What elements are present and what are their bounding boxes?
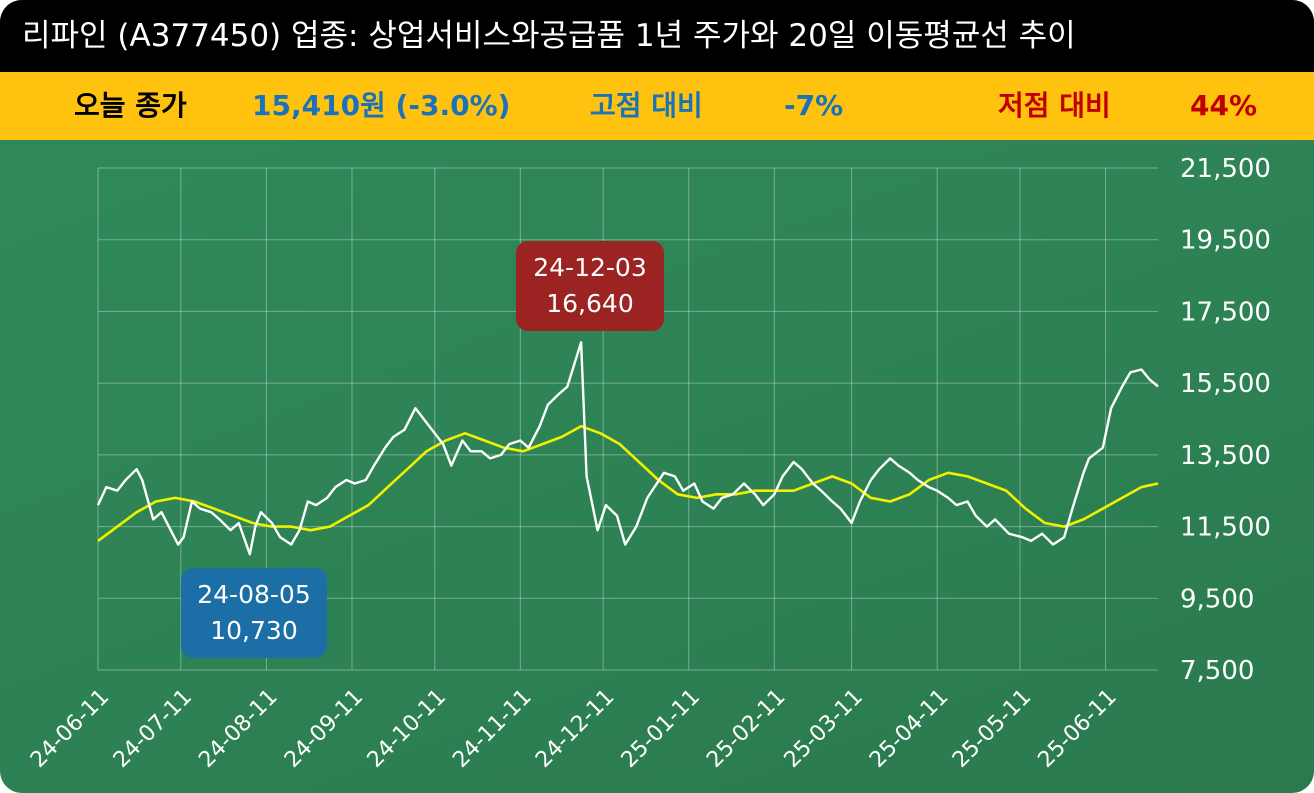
high-compare-value: -7% bbox=[784, 89, 844, 122]
x-axis: 24-06-1124-07-1124-08-1124-09-1124-10-11… bbox=[26, 685, 1122, 773]
x-tick-label: 24-12-11 bbox=[531, 685, 619, 773]
low-callout-value: 10,730 bbox=[210, 616, 298, 645]
low-compare-label: 저점 대비 bbox=[998, 89, 1111, 122]
price-line bbox=[96, 341, 1159, 556]
low-callout-date: 24-08-05 bbox=[197, 580, 311, 609]
today-close-label: 오늘 종가 bbox=[74, 89, 187, 122]
y-tick-label: 15,500 bbox=[1180, 369, 1271, 399]
x-tick-label: 24-10-11 bbox=[363, 685, 451, 773]
y-tick-label: 9,500 bbox=[1180, 584, 1254, 614]
high-compare-label: 고점 대비 bbox=[590, 89, 703, 122]
high-callout: 24-12-03 16,640 bbox=[516, 241, 664, 331]
high-callout-date: 24-12-03 bbox=[533, 253, 647, 282]
x-tick-label: 25-01-11 bbox=[617, 685, 705, 773]
chart-title: 리파인 (A377450) 업종: 상업서비스와공급품 1년 주가와 20일 이… bbox=[0, 0, 1314, 72]
y-tick-label: 7,500 bbox=[1180, 656, 1254, 686]
x-tick-label: 24-11-11 bbox=[448, 685, 536, 773]
price-series bbox=[96, 341, 1159, 556]
low-callout: 24-08-05 10,730 bbox=[181, 568, 327, 658]
low-compare-value: 44% bbox=[1190, 89, 1258, 122]
x-tick-label: 25-04-11 bbox=[865, 685, 953, 773]
x-tick-label: 25-06-11 bbox=[1034, 685, 1122, 773]
high-callout-value: 16,640 bbox=[546, 289, 634, 318]
y-tick-label: 17,500 bbox=[1180, 297, 1271, 327]
y-axis: 21,500 19,500 17,500 15,500 13,500 11,500 9,50… bbox=[1180, 154, 1271, 686]
x-tick-label: 25-02-11 bbox=[702, 685, 790, 773]
y-tick-label: 19,500 bbox=[1180, 226, 1271, 256]
y-tick-label: 13,500 bbox=[1180, 441, 1271, 471]
x-tick-label: 24-08-11 bbox=[194, 685, 282, 773]
y-tick-label: 21,500 bbox=[1180, 154, 1271, 184]
today-close-value: 15,410원 (-3.0%) bbox=[252, 89, 511, 122]
x-tick-label: 24-07-11 bbox=[109, 685, 197, 773]
x-tick-label: 25-05-11 bbox=[948, 685, 1036, 773]
x-tick-label: 24-06-11 bbox=[26, 685, 114, 773]
y-tick-label: 11,500 bbox=[1180, 513, 1271, 543]
x-tick-label: 24-09-11 bbox=[280, 685, 368, 773]
x-tick-label: 25-03-11 bbox=[780, 685, 868, 773]
info-bar: 오늘 종가 15,410원 (-3.0%) 고점 대비 -7% 저점 대비 44… bbox=[0, 72, 1314, 140]
